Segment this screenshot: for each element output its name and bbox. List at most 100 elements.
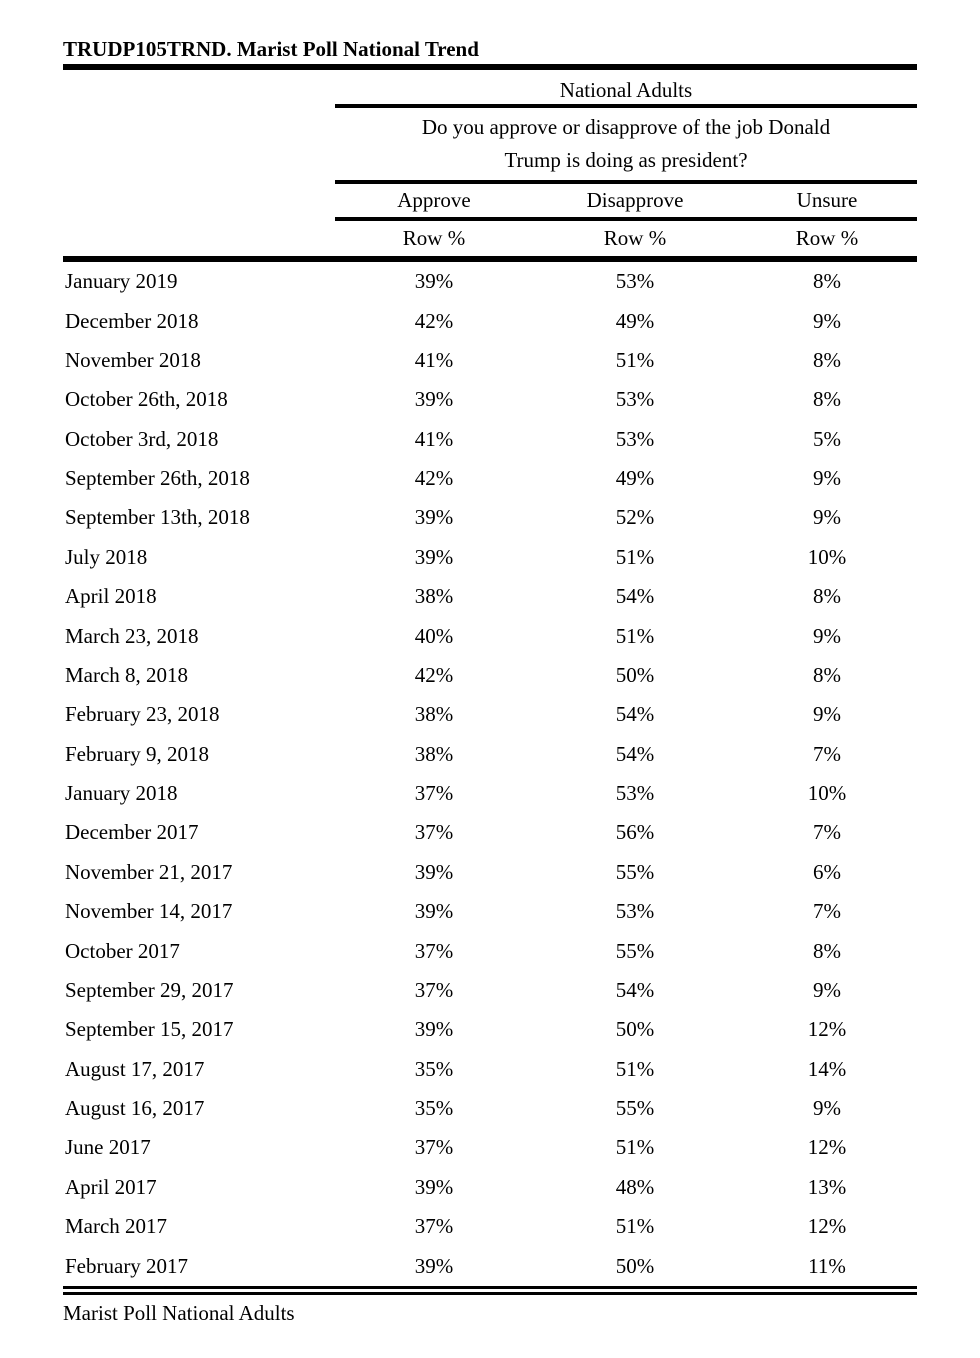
date-cell: April 2018: [65, 584, 157, 609]
date-cell: March 2017: [65, 1214, 168, 1239]
date-cell: January 2019: [65, 269, 178, 294]
disapprove-cell: 49%: [615, 466, 655, 491]
date-cell: December 2017: [65, 820, 199, 845]
date-cell: October 3rd, 2018: [65, 426, 219, 451]
approve-cell: 37%: [414, 820, 454, 845]
table-row: December 2017 37% 56% 7%: [63, 813, 917, 852]
table-row: April 2017 39% 48% 13%: [63, 1168, 917, 1207]
date-cell: October 26th, 2018: [65, 387, 228, 412]
table-title: TRUDP105TRND. Marist Poll National Trend: [63, 37, 479, 61]
date-cell: February 2017: [65, 1253, 189, 1278]
date-cell: August 16, 2017: [65, 1096, 205, 1121]
unsure-cell: 8%: [813, 347, 841, 372]
date-cell: September 29, 2017: [65, 977, 234, 1002]
disapprove-cell: 51%: [615, 1056, 655, 1081]
unsure-cell: 10%: [807, 544, 847, 569]
approve-cell: 39%: [414, 1253, 454, 1278]
approve-cell: 41%: [414, 426, 454, 451]
disapprove-cell: 54%: [615, 977, 655, 1002]
table-row: November 21, 2017 39% 55% 6%: [63, 853, 917, 892]
date-cell: November 21, 2017: [65, 859, 233, 884]
date-cell: September 15, 2017: [65, 1017, 234, 1042]
disapprove-cell: 53%: [615, 269, 655, 294]
approve-cell: 35%: [414, 1096, 454, 1121]
unsure-cell: 8%: [813, 584, 841, 609]
disapprove-cell: 55%: [615, 859, 655, 884]
approve-cell: 37%: [414, 781, 454, 806]
disapprove-cell: 54%: [615, 741, 655, 766]
subcolumn-header-approve: Row %: [402, 226, 466, 250]
approve-cell: 42%: [414, 308, 454, 333]
table-row: March 2017 37% 51% 12%: [63, 1207, 917, 1246]
disapprove-cell: 50%: [615, 1017, 655, 1042]
unsure-cell: 9%: [813, 1096, 841, 1121]
unsure-cell: 14%: [807, 1056, 847, 1081]
table-row: October 26th, 2018 39% 53% 8%: [63, 380, 917, 419]
header-body-rule: [63, 256, 917, 262]
unsure-cell: 9%: [813, 505, 841, 530]
date-cell: December 2018: [65, 308, 199, 333]
disapprove-cell: 51%: [615, 347, 655, 372]
approve-cell: 39%: [414, 269, 454, 294]
unsure-cell: 12%: [807, 1135, 847, 1160]
approve-cell: 39%: [414, 899, 454, 924]
subcolumn-header-disapprove: Row %: [603, 226, 667, 250]
unsure-cell: 7%: [813, 741, 841, 766]
unsure-cell: 9%: [813, 702, 841, 727]
disapprove-cell: 55%: [615, 1096, 655, 1121]
unsure-cell: 11%: [808, 1253, 846, 1278]
disapprove-cell: 53%: [615, 387, 655, 412]
table-row: January 2019 39% 53% 8%: [63, 262, 917, 301]
table-header: National Adults Do you approve or disapp…: [63, 76, 917, 256]
question-line-1: Do you approve or disapprove of the job …: [421, 115, 831, 139]
table-row: June 2017 37% 51% 12%: [63, 1128, 917, 1167]
column-header-unsure: Unsure: [796, 188, 858, 212]
approve-cell: 42%: [414, 466, 454, 491]
unsure-cell: 8%: [813, 938, 841, 963]
header-spacer: [63, 76, 335, 256]
unsure-cell: 8%: [813, 387, 841, 412]
approve-cell: 39%: [414, 1017, 454, 1042]
date-cell: November 2018: [65, 347, 201, 372]
date-cell: June 2017: [65, 1135, 151, 1160]
question-text: Do you approve or disapprove of the job …: [335, 108, 917, 180]
unsure-cell: 8%: [813, 269, 841, 294]
approve-cell: 39%: [414, 1174, 454, 1199]
approve-cell: 39%: [414, 505, 454, 530]
table-row: February 23, 2018 38% 54% 9%: [63, 695, 917, 734]
disapprove-cell: 48%: [615, 1174, 655, 1199]
table-row: September 26th, 2018 42% 49% 9%: [63, 459, 917, 498]
table-row: April 2018 38% 54% 8%: [63, 577, 917, 616]
table-body: January 2019 39% 53% 8% December 2018 42% 49% 9…: [63, 262, 917, 1286]
date-cell: January 2018: [65, 781, 178, 806]
disapprove-cell: 53%: [615, 781, 655, 806]
subcolumn-header-unsure: Row %: [795, 226, 859, 250]
approve-cell: 37%: [414, 938, 454, 963]
population-rule: [335, 104, 917, 108]
date-cell: September 13th, 2018: [65, 505, 250, 530]
unsure-cell: 9%: [813, 308, 841, 333]
disapprove-cell: 51%: [615, 1135, 655, 1160]
unsure-cell: 9%: [813, 466, 841, 491]
disapprove-cell: 52%: [615, 505, 655, 530]
disapprove-cell: 53%: [615, 899, 655, 924]
disapprove-cell: 50%: [615, 662, 655, 687]
disapprove-cell: 49%: [615, 308, 655, 333]
approve-cell: 38%: [414, 702, 454, 727]
approve-cell: 35%: [414, 1056, 454, 1081]
approve-cell: 37%: [414, 1214, 454, 1239]
approve-cell: 38%: [414, 584, 454, 609]
date-cell: October 2017: [65, 938, 180, 963]
table-row: March 23, 2018 40% 51% 9%: [63, 616, 917, 655]
date-cell: February 9, 2018: [65, 741, 210, 766]
disapprove-cell: 51%: [615, 1214, 655, 1239]
unsure-cell: 7%: [813, 899, 841, 924]
approve-cell: 39%: [414, 387, 454, 412]
population-label: National Adults: [559, 78, 693, 102]
disapprove-cell: 50%: [615, 1253, 655, 1278]
table-row: November 14, 2017 39% 53% 7%: [63, 892, 917, 931]
approve-cell: 41%: [414, 347, 454, 372]
date-cell: February 23, 2018: [65, 702, 220, 727]
disapprove-cell: 54%: [615, 702, 655, 727]
table-row: August 17, 2017 35% 51% 14%: [63, 1050, 917, 1089]
